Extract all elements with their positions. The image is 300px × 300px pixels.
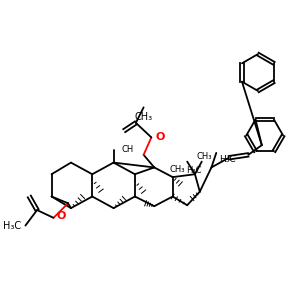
Text: CH₃: CH₃ [197, 152, 212, 161]
Text: O: O [155, 132, 165, 142]
Text: CH₃: CH₃ [134, 112, 153, 122]
Text: H₃C: H₃C [219, 155, 236, 164]
Text: H₃C: H₃C [186, 166, 202, 175]
Text: CH₃: CH₃ [170, 164, 185, 173]
Text: H₃C: H₃C [3, 220, 22, 231]
Text: O: O [56, 211, 66, 221]
Text: CH: CH [121, 146, 134, 154]
